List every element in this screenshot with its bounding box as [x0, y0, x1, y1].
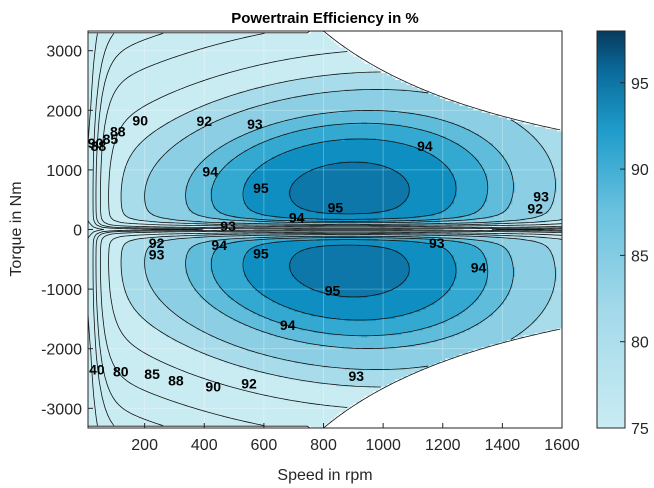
contour-label: 88	[91, 138, 107, 154]
contour-line-94	[242, 138, 457, 321]
contour-line-85	[108, 51, 562, 408]
contour-label: 93	[533, 189, 549, 205]
y-tick-label: -2000	[41, 342, 82, 359]
x-tick-label: 1400	[485, 437, 521, 454]
contour-fills	[88, 31, 562, 428]
x-tick-label: 200	[131, 437, 158, 454]
contour-label: 92	[527, 201, 543, 217]
contour-line-70	[92, 33, 562, 426]
y-axis: -3000 -2000 -1000 0 1000 2000 3000	[41, 44, 93, 418]
contour-label: 88	[110, 124, 126, 140]
contour-label: 95	[325, 282, 341, 298]
colorbar-ticks: 75 80 85 90 95	[620, 76, 649, 438]
contour-label: 95	[253, 245, 269, 261]
x-tick-label: 1200	[425, 437, 461, 454]
contour-label: 94	[471, 260, 487, 276]
contour-label: 90	[132, 112, 148, 128]
x-axis-label: Speed in rpm	[277, 467, 372, 484]
grid-lines	[88, 31, 563, 428]
x-tick-label: 800	[310, 437, 337, 454]
contour-label: 94	[280, 317, 296, 333]
colorbar: 75 80 85 90 95	[596, 30, 649, 438]
y-tick-label: 1000	[46, 163, 82, 180]
contour-line-90	[144, 89, 556, 370]
x-tick-label: 400	[191, 437, 218, 454]
contour-label: 92	[149, 235, 165, 251]
y-tick-label: -1000	[41, 282, 82, 299]
contour-label: 95	[328, 199, 344, 215]
contour-line-95	[289, 161, 410, 298]
contour-label: 92	[241, 375, 257, 391]
y-axis-label: Torque in Nm	[8, 181, 25, 276]
contour-label: 40	[89, 362, 105, 378]
contour-label: 94	[202, 164, 218, 180]
contour-line-93	[210, 122, 489, 337]
contour-label: 95	[253, 180, 269, 196]
contour-fill-95	[288, 161, 410, 298]
colorbar-tick-label: 90	[631, 162, 649, 179]
contour-line-92	[185, 110, 514, 349]
colorbar-tick-label: 75	[631, 421, 649, 438]
y-tick-label: 0	[73, 223, 82, 240]
contour-label: 80	[113, 363, 129, 379]
y-tick-label: -3000	[41, 401, 82, 418]
x-tick-label: 1000	[365, 437, 401, 454]
colorbar-tick-label: 95	[631, 76, 649, 93]
contour-label: 93	[349, 368, 365, 384]
contour-line-88	[120, 71, 562, 388]
contour-line-80	[100, 32, 562, 427]
contour-label: 88	[168, 372, 184, 388]
colorbar-tick-label: 80	[631, 335, 649, 352]
y-tick-label: 3000	[46, 44, 82, 61]
contour-label: 93	[149, 247, 165, 263]
contour-label: 94	[417, 138, 433, 154]
contour-label: 94	[211, 237, 227, 253]
contour-label: 90	[88, 135, 104, 151]
x-tick-label: 1600	[544, 437, 580, 454]
x-axis: 200 400 600 800 1000 1200 1400 1600	[131, 423, 580, 454]
contour-label: 93	[429, 235, 445, 251]
contour-label: 85	[144, 366, 160, 382]
contour-line-75	[95, 32, 562, 427]
contour-label: 92	[197, 113, 213, 129]
chart-title: Powertrain Efficiency in %	[231, 10, 419, 27]
contour-label: 93	[220, 218, 236, 234]
colorbar-gradient	[596, 30, 626, 429]
contour-label: 94	[289, 210, 305, 226]
contour-label: 93	[247, 116, 263, 132]
colorbar-tick-label: 85	[631, 248, 649, 265]
contour-label: 85	[103, 131, 119, 147]
contour-label: 90	[205, 378, 221, 394]
contour-line-60	[88, 33, 104, 426]
x-tick-label: 600	[251, 437, 278, 454]
y-tick-label: 2000	[46, 103, 82, 120]
